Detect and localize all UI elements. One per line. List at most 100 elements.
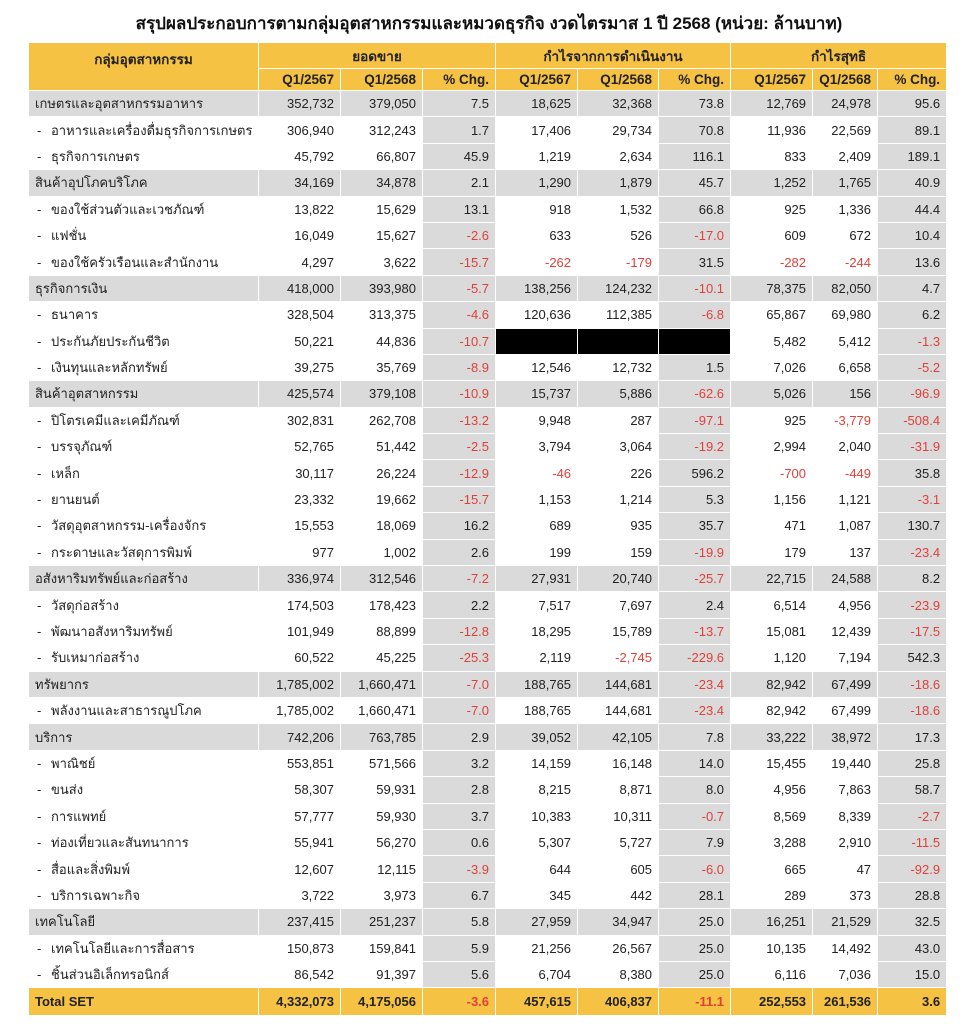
pct-change-cell: -19.2 [658,433,732,461]
value-cell: 1,219 [495,142,579,171]
value-cell: 6,116 [730,960,814,989]
value-cell: 925 [730,406,814,435]
pct-change-cell: -8.9 [421,353,497,382]
table-row: - ของใช้ส่วนตัวและเวชภัณฑ์ 13,822 15,629 13.… [28,195,948,223]
value-cell: 91,397 [340,960,423,989]
value-cell: 12,769 [730,89,814,118]
value-cell: 1,785,002 [258,696,341,725]
value-cell: 7,863 [812,776,879,804]
value-cell: 925 [730,195,814,223]
value-cell: 526 [577,221,660,250]
table-row: - ธุรกิจการเกษตร 45,792 66,807 45.9 1,219 2,63… [28,142,948,171]
value-cell: 50,221 [258,327,341,355]
value-cell: 156 [812,380,879,408]
pct-change-cell: -11.1 [658,987,732,1017]
value-cell: 471 [730,512,814,540]
value-cell: 34,878 [340,169,423,197]
value-cell: 19,662 [340,485,423,514]
group-row: สินค้าอุปโภคบริโภค 34,169 34,878 2.1 1,290 1,… [28,169,948,197]
bullet-icon: - [37,228,42,244]
value-cell: 2,994 [730,433,814,461]
bullet-icon: - [37,254,42,270]
value-cell: 23,332 [258,485,341,514]
row-label: - ของใช้ครัวเรือนและสำนักงาน [28,248,259,276]
value-cell: 34,947 [577,908,660,936]
value-cell: 59,931 [340,776,423,804]
value-cell: 5,026 [730,380,814,408]
value-cell: 457,615 [495,987,579,1017]
value-cell: 78,375 [730,274,814,303]
row-label: - ชิ้นส่วนอิเล็กทรอนิกส์ [28,960,259,989]
row-label-text: ของใช้ส่วนตัวและเวชภัณฑ์ [51,201,205,217]
value-cell: 1,156 [730,485,814,514]
bullet-icon: - [37,333,42,349]
value-cell: 672 [812,221,879,250]
row-label-text: ขนส่ง [51,782,84,798]
header-operating-profit: กำไรจากการดำเนินงาน [495,42,732,69]
value-cell: 1,087 [812,512,879,540]
value-cell: 689 [495,512,579,540]
pct-change-cell: 2.4 [658,591,732,619]
value-cell: 1,785,002 [258,670,341,698]
pct-change-cell: -7.0 [421,696,497,725]
group-row: เทคโนโลยี 237,415 251,237 5.8 27,959 34,947 25… [28,908,948,936]
pct-change-cell: 35.8 [877,459,948,487]
value-cell: 59,930 [340,802,423,830]
value-cell: 8,871 [577,776,660,804]
header-industry-group: กลุ่มอุตสาหกรรม [28,42,259,91]
table-row: - การแพทย์ 57,777 59,930 3.7 10,383 10,311 -0.7… [28,802,948,830]
value-cell: 3,622 [340,248,423,276]
value-cell: 60,522 [258,644,341,672]
value-cell: 6,658 [812,353,879,382]
bullet-icon: - [37,148,42,164]
pct-change-cell: -15.7 [421,485,497,514]
value-cell: 14,159 [495,749,579,778]
group-row: บริการ 742,206 763,785 2.9 39,052 42,105 7.8 33… [28,723,948,751]
value-cell: 39,052 [495,723,579,751]
value-cell: 306,940 [258,116,341,144]
pct-change-cell: 66.8 [658,195,732,223]
value-cell: 32,368 [577,89,660,118]
pct-change-cell: 35.7 [658,512,732,540]
value-cell: 19,440 [812,749,879,778]
value-cell: 3,722 [258,881,341,910]
group-row: ธุรกิจการเงิน 418,000 393,980 -5.7 138,256 12… [28,274,948,303]
row-label-text: กระดาษและวัสดุการพิมพ์ [51,544,193,560]
pct-change-cell: 8.2 [877,565,948,593]
value-cell: 42,105 [577,723,660,751]
value-cell: 4,297 [258,248,341,276]
value-cell: 3,064 [577,433,660,461]
pct-change-cell: -6.0 [658,855,732,883]
value-cell: 4,175,056 [340,987,423,1017]
pct-change-cell: -5.7 [421,274,497,303]
pct-change-cell: 14.0 [658,749,732,778]
pct-change-cell: -10.7 [421,327,497,355]
value-cell: 1,765 [812,169,879,197]
value-cell: 1,002 [340,538,423,567]
row-label: - พลังงานและสาธารณูปโภค [28,696,259,725]
value-cell: 86,542 [258,960,341,989]
pct-change-cell: -18.6 [877,696,948,725]
pct-change-cell: -7.0 [421,670,497,698]
value-cell: 188,765 [495,696,579,725]
value-cell: 418,000 [258,274,341,303]
row-label-text: สื่อและสิ่งพิมพ์ [51,861,131,877]
pct-change-cell: 13.6 [877,248,948,276]
value-cell: 262,708 [340,406,423,435]
row-label-text: เหล็ก [51,465,80,481]
value-cell: 3,794 [495,433,579,461]
bullet-icon: - [37,940,42,956]
pct-change-cell: 6.7 [421,881,497,910]
value-cell: 65,867 [730,301,814,329]
header-q1-2568: Q1/2568 [340,68,423,91]
pct-change-cell: 32.5 [877,908,948,936]
value-cell: 27,959 [495,908,579,936]
value-cell: 2,634 [577,142,660,171]
bullet-icon: - [37,465,42,481]
pct-change-cell: -96.9 [877,380,948,408]
pct-change-cell: -229.6 [658,644,732,672]
value-cell: 10,135 [730,934,814,962]
pct-change-cell: 2.9 [421,723,497,751]
row-label: - ยานยนต์ [28,485,259,514]
row-label: - ท่องเที่ยวและสันทนาการ [28,828,259,857]
